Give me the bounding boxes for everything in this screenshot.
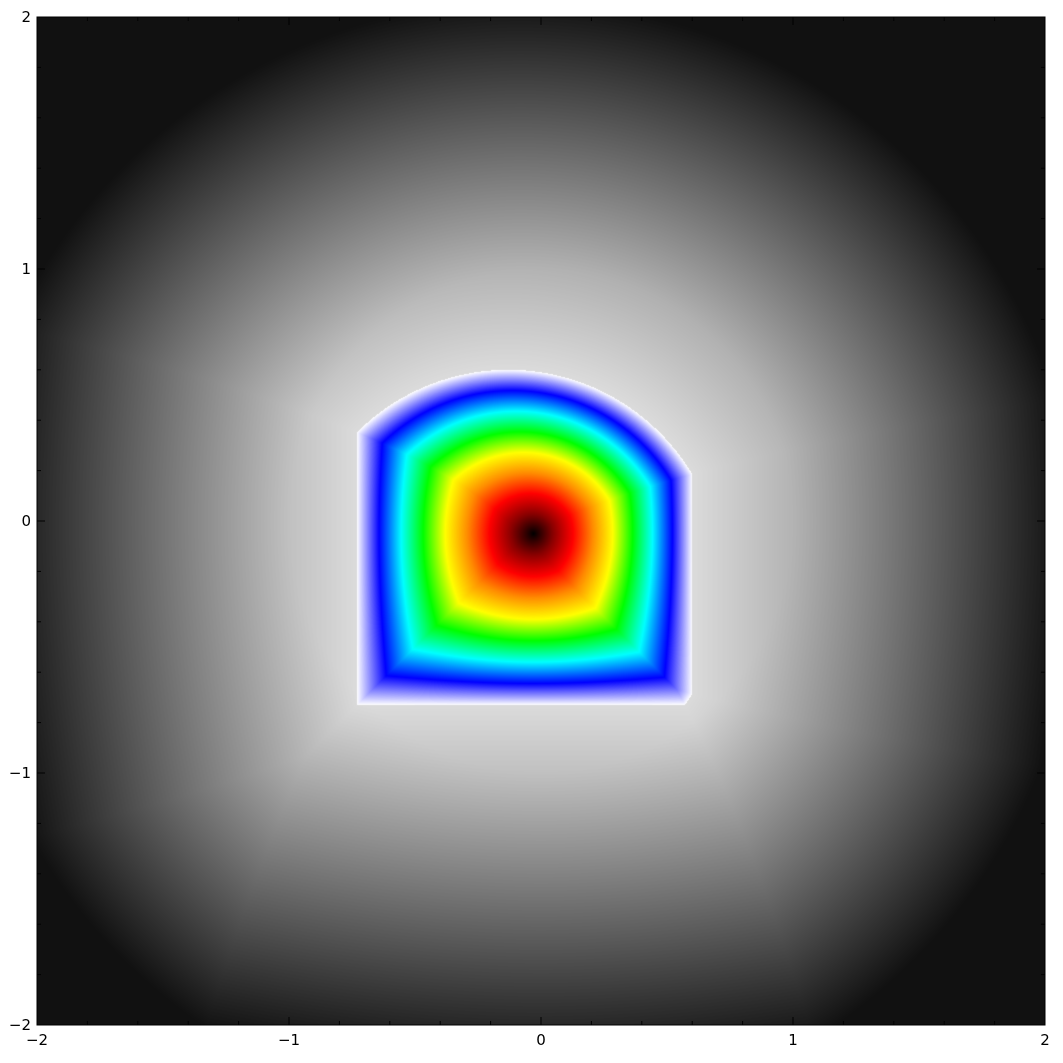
plot-area (37, 17, 1045, 1025)
x-tick-label: 1 (788, 1031, 798, 1049)
heatmap-field (37, 17, 1045, 1025)
axis-ticks (36, 16, 1046, 1026)
y-axis-tick-labels: −2 −1 0 1 2 (9, 8, 31, 1034)
x-tick-label: 0 (536, 1031, 546, 1049)
y-tick-label: −2 (9, 1016, 31, 1034)
y-tick-label: −1 (9, 764, 31, 782)
y-tick-label: 1 (21, 260, 31, 278)
y-tick-label: 2 (21, 8, 31, 26)
x-tick-label: −1 (278, 1031, 300, 1049)
x-tick-label: 2 (1040, 1031, 1050, 1049)
x-tick-label: −2 (26, 1031, 48, 1049)
x-axis-tick-labels: −2 −1 0 1 2 (26, 1031, 1050, 1049)
y-tick-label: 0 (21, 512, 31, 530)
